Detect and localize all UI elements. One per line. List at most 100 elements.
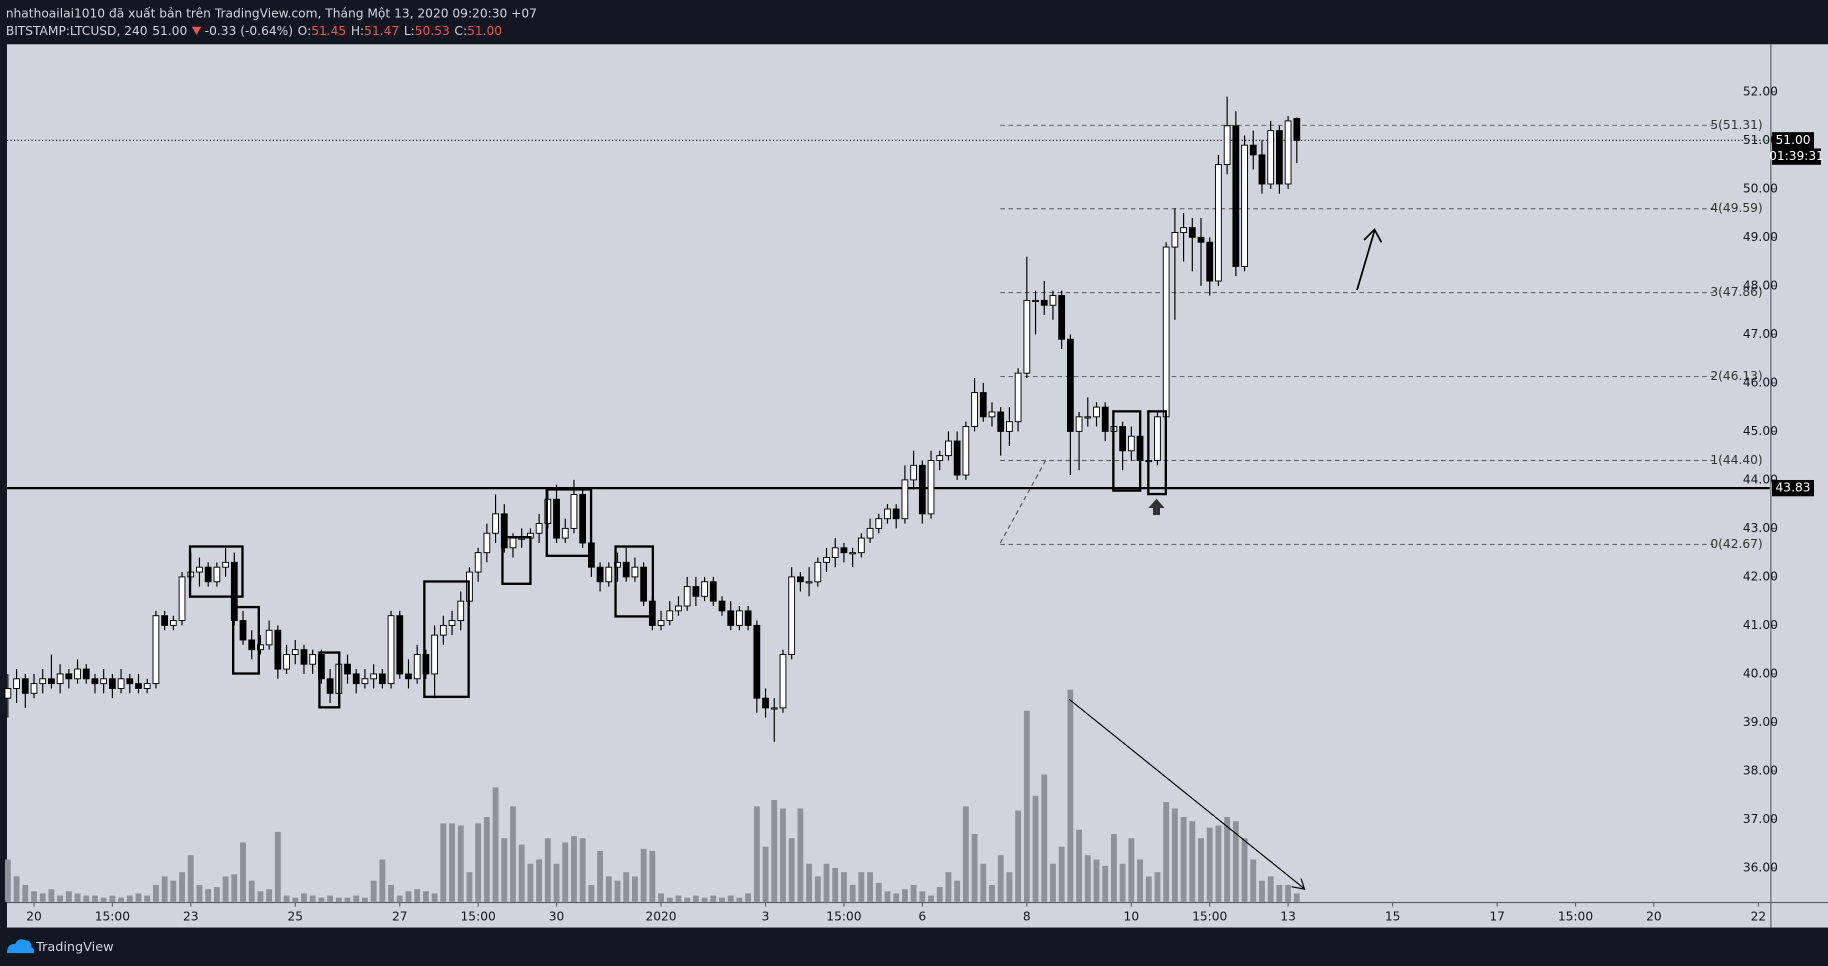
candle-body: [378, 673, 386, 685]
volume-bar: [780, 808, 786, 902]
volume-bar: [318, 897, 325, 902]
candle-body: [500, 513, 508, 549]
candle-body: [971, 392, 978, 427]
volume-bar: [161, 876, 168, 902]
candle-body: [300, 649, 308, 665]
last-price-label: 51.00: [1776, 133, 1811, 147]
volume-bar: [1119, 863, 1126, 902]
volume-bar: [240, 842, 246, 902]
volume-bar: [1285, 884, 1292, 902]
candle-body: [631, 566, 639, 578]
candle-body: [1006, 421, 1013, 432]
volume-bar: [74, 893, 81, 902]
candle-body: [866, 527, 874, 539]
candle-body: [222, 561, 229, 568]
volume-bar: [248, 880, 255, 902]
y-tick-label: 41.00: [1743, 618, 1778, 632]
candle-body: [143, 683, 151, 689]
volume-bar: [971, 833, 978, 902]
ohlc-value: 51.47: [364, 24, 399, 38]
candle-body: [39, 678, 47, 685]
candle-body: [901, 479, 909, 520]
highlight-box: [188, 545, 244, 598]
drawings: [188, 228, 1383, 890]
volume-bar: [1102, 865, 1109, 902]
volume-bar: [614, 880, 621, 902]
y-tick-label: 52.00: [1743, 84, 1778, 98]
volume-bar: [1015, 810, 1022, 902]
candle-body: [1066, 338, 1074, 432]
volume-bar: [632, 876, 638, 902]
volume-bar: [727, 895, 734, 902]
volume-bar: [153, 884, 159, 902]
x-tick-label: 15:00: [1192, 910, 1227, 924]
candle-body: [1101, 406, 1109, 432]
axes: [33, 91, 1776, 907]
volume-bar: [684, 897, 691, 902]
volume-bar: [1050, 863, 1056, 902]
volume-bar: [553, 863, 560, 902]
candle-body: [309, 654, 317, 665]
candle-body: [1171, 232, 1179, 248]
volume-bar: [327, 895, 334, 902]
volume-bar: [753, 806, 760, 902]
candle-body: [1232, 125, 1240, 267]
volume-bar: [1093, 859, 1100, 902]
candle-body: [622, 561, 630, 578]
fib-level-label: 4(49.59): [1710, 201, 1762, 215]
x-tick-label: 30: [549, 910, 565, 924]
arrow-head: [1291, 878, 1306, 890]
volume-bar: [92, 895, 98, 902]
volume-bar: [666, 897, 673, 902]
volume-bar: [562, 842, 569, 902]
volume-bar: [605, 876, 612, 902]
x-tick-label: 15:00: [461, 910, 496, 924]
x-tick-label: 2020: [645, 910, 676, 924]
volume-bar: [118, 897, 124, 902]
x-tick-label: 6: [918, 910, 926, 924]
candle-body: [1093, 406, 1100, 418]
x-tick-label: 15:00: [95, 910, 130, 924]
volume-bar: [1023, 710, 1030, 902]
candle-body: [1258, 154, 1266, 185]
ohlc-label: L:: [404, 24, 415, 38]
candle-body: [823, 557, 830, 563]
x-tick-label: 3: [762, 910, 770, 924]
volume-bar: [4, 859, 11, 902]
candle-body: [892, 508, 900, 520]
volume-bar: [1232, 821, 1239, 902]
highlight-box: [1112, 410, 1142, 492]
fib-level-label: 0(42.67): [1710, 537, 1762, 551]
candle-body: [918, 464, 926, 515]
volume-bar: [910, 884, 917, 902]
candle-body: [875, 518, 883, 529]
x-tick-label: 25: [287, 910, 303, 924]
volume-bar: [623, 872, 630, 902]
candle-body: [718, 600, 726, 612]
candle-body: [274, 629, 282, 670]
countdown-badge: [1772, 148, 1822, 165]
highlight-box: [231, 605, 260, 675]
volume-bar: [1041, 774, 1048, 902]
candle-body: [831, 547, 839, 558]
candle-body: [396, 615, 404, 675]
volume-bar: [431, 893, 438, 902]
volume-bar: [274, 831, 281, 902]
candle-body: [100, 678, 108, 685]
y-tick-label: 48.00: [1743, 278, 1778, 292]
volume-bar: [335, 897, 342, 902]
volume-bar: [806, 863, 813, 902]
candle-body: [953, 440, 961, 476]
candle-body: [579, 493, 587, 544]
volume-bar: [797, 808, 804, 902]
volume-bar: [1128, 838, 1135, 902]
candle-body: [753, 624, 761, 699]
x-tick-label: 22: [1751, 910, 1767, 924]
volume-bar: [501, 838, 508, 902]
bold-up-arrow: [1148, 498, 1165, 516]
fib-level-label: 3(47.86): [1710, 285, 1762, 299]
volume-bar: [928, 895, 934, 902]
candle-body: [1075, 416, 1083, 432]
volume-bar: [1250, 859, 1257, 902]
volume-bar: [170, 880, 177, 902]
